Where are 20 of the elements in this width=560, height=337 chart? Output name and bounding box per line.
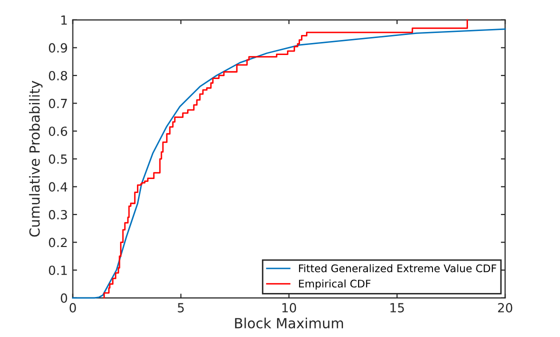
x-tick-label: 5 bbox=[178, 303, 184, 312]
x-axis-title: Block Maximum bbox=[235, 318, 343, 328]
y-tick-label: 0.6 bbox=[48, 126, 68, 136]
y-tick-label: 1 bbox=[61, 16, 67, 25]
y-tick-label: 0.7 bbox=[48, 98, 67, 108]
y-axis-title: Cumulative Probability bbox=[29, 80, 43, 237]
y-tick-label: 0.1 bbox=[48, 266, 67, 276]
x-tick-label: 20 bbox=[498, 302, 512, 312]
y-tick-label: 0.5 bbox=[48, 154, 67, 164]
y-tick-label: 0.4 bbox=[48, 182, 68, 192]
y-tick-label: 0.3 bbox=[48, 210, 67, 220]
y-tick-label: 0.8 bbox=[48, 70, 68, 80]
x-tick-label: 15 bbox=[390, 303, 404, 312]
legend-label: Empirical CDF bbox=[299, 279, 370, 290]
y-tick-label: 0.9 bbox=[48, 43, 68, 53]
x-tick-label: 0 bbox=[70, 302, 76, 312]
y-tick-label: 0.2 bbox=[48, 238, 67, 248]
legend-label: Fitted Generalized Extreme Value CDF bbox=[299, 264, 496, 272]
y-tick-label: 0 bbox=[60, 293, 68, 303]
x-tick-label: 10 bbox=[282, 302, 296, 312]
